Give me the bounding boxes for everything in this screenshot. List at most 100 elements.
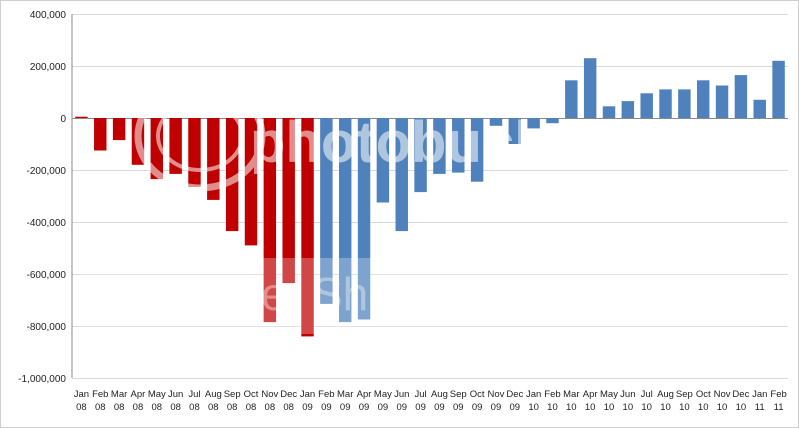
- y-tick-label: 0: [60, 114, 66, 125]
- x-tick-label-month: Feb: [318, 389, 334, 400]
- x-tick-label-month: Aug: [431, 389, 448, 400]
- x-tick-label-month: Jan: [526, 389, 541, 400]
- x-tick-label-month: Jan: [74, 389, 89, 400]
- bar: [678, 89, 691, 118]
- bar: [188, 118, 201, 187]
- x-tick-label-year: 11: [755, 402, 765, 413]
- bar: [414, 118, 427, 193]
- x-tick-label-month: May: [600, 389, 618, 400]
- bar: [282, 118, 295, 284]
- bar: [734, 75, 748, 118]
- watermark-slogan: Join free. Share privately.: [110, 268, 628, 320]
- bar: [94, 118, 107, 151]
- x-tick-label-month: Apr: [583, 389, 598, 400]
- x-tick-label-year: 08: [265, 402, 276, 413]
- x-tick-label-year: 10: [679, 402, 690, 413]
- x-tick-label-month: Oct: [696, 389, 711, 400]
- y-tick-label: -1,000,000: [18, 374, 66, 385]
- x-tick-labels: Jan 08 Feb 08 Mar 08 Apr 08 May 08 Jun 08 Jul 08 Aug 08…: [74, 389, 787, 413]
- x-tick-label-year: 10: [717, 402, 728, 413]
- bar: [433, 118, 446, 174]
- bar: [207, 118, 220, 200]
- x-tick-label-month: Sep: [450, 389, 467, 400]
- bar: [395, 118, 408, 232]
- x-tick-label-month: Feb: [92, 389, 108, 400]
- x-tick-label-year: 09: [359, 402, 370, 413]
- x-tick-label-year: 10: [604, 402, 615, 413]
- x-tick-label-month: Mar: [337, 389, 353, 400]
- x-tick-label-year: 10: [566, 402, 577, 413]
- bar: [263, 118, 277, 323]
- bar: [489, 118, 503, 126]
- y-tick-label: 200,000: [30, 62, 67, 73]
- bar: [376, 118, 390, 203]
- x-tick-label-year: 09: [510, 402, 521, 413]
- x-tick-label-year: 10: [585, 402, 596, 413]
- watermark-brand: photobucket: [250, 110, 598, 175]
- x-tick-label-year: 10: [641, 402, 652, 413]
- bar: [715, 85, 729, 118]
- bar: [470, 118, 484, 182]
- y-tick-label: -200,000: [27, 166, 67, 177]
- x-tick-label-month: Jun: [620, 389, 635, 400]
- watermark-ring-icon: [134, 80, 266, 192]
- x-tick-label-year: 09: [453, 402, 464, 413]
- x-tick-label-year: 09: [491, 402, 502, 413]
- x-tick-label-month: May: [148, 389, 166, 400]
- x-tick-label-month: Jul: [188, 389, 200, 400]
- bar: [621, 101, 635, 118]
- x-tick-label-month: Apr: [357, 389, 372, 400]
- y-tick-label: -600,000: [27, 270, 67, 281]
- x-tick-label-month: Nov: [714, 389, 731, 400]
- bar: [753, 99, 766, 118]
- x-tick-label-month: Sep: [224, 389, 241, 400]
- x-tick-label-year: 09: [434, 402, 445, 413]
- x-tick-label-month: Jan: [752, 389, 767, 400]
- x-tick-label-year: 08: [76, 402, 87, 413]
- bars: [75, 58, 785, 337]
- x-tick-label-month: Dec: [506, 389, 523, 400]
- x-tick-label-year: 08: [246, 402, 257, 413]
- x-tick-label-month: Jun: [168, 389, 183, 400]
- watermark-inner-ring-icon: [156, 100, 244, 172]
- x-tick-label-year: 09: [415, 402, 426, 413]
- x-tick-label-year: 11: [774, 402, 784, 413]
- bar: [640, 93, 653, 118]
- x-tick-label-month: Sep: [676, 389, 693, 400]
- y-tick-labels: 400,000 200,000 0 -200,000 -400,000 -600,000 -…: [18, 10, 66, 385]
- x-tick-label-month: Nov: [487, 389, 504, 400]
- x-tick-label-month: Oct: [244, 389, 259, 400]
- x-tick-label-year: 08: [189, 402, 200, 413]
- watermark: photobucket Join free. Share privately.: [80, 80, 760, 334]
- x-tick-label-month: Feb: [770, 389, 786, 400]
- x-tick-label-month: May: [374, 389, 392, 400]
- x-tick-label-year: 08: [133, 402, 144, 413]
- x-tick-label-year: 10: [698, 402, 709, 413]
- gridlines: [72, 14, 788, 379]
- x-tick-label-year: 09: [302, 402, 313, 413]
- x-tick-label-year: 08: [227, 402, 238, 413]
- x-tick-label-month: Nov: [261, 389, 278, 400]
- bar: [75, 116, 88, 118]
- x-tick-label-year: 09: [472, 402, 483, 413]
- x-tick-label-month: Oct: [470, 389, 485, 400]
- bar: [508, 118, 522, 144]
- y-tick-label: -400,000: [27, 218, 67, 229]
- x-tick-label-month: Dec: [732, 389, 749, 400]
- x-tick-label-month: Mar: [111, 389, 127, 400]
- x-tick-label-year: 09: [321, 402, 332, 413]
- x-tick-label-month: Jan: [300, 389, 315, 400]
- watermark-banner: [80, 258, 760, 334]
- x-tick-label-month: Jun: [394, 389, 409, 400]
- x-tick-label-year: 10: [736, 402, 747, 413]
- x-tick-label-month: Apr: [131, 389, 146, 400]
- bar: [452, 118, 465, 173]
- bar: [772, 60, 785, 118]
- x-tick-label-year: 09: [396, 402, 407, 413]
- x-tick-label-year: 08: [152, 402, 163, 413]
- x-tick-label-month: Mar: [563, 389, 579, 400]
- bar: [320, 118, 333, 304]
- x-tick-label-year: 09: [378, 402, 389, 413]
- bar: [338, 118, 352, 323]
